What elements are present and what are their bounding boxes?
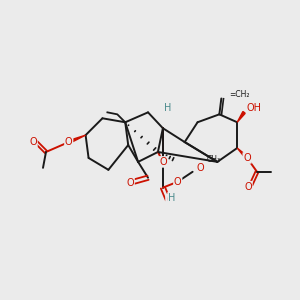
Text: O: O [197,163,204,173]
Text: O: O [126,178,134,188]
Text: =CH₂: =CH₂ [229,90,250,99]
Text: O: O [174,177,182,187]
Text: O: O [29,137,37,147]
Polygon shape [237,148,248,159]
Polygon shape [68,135,86,143]
Text: O: O [243,153,251,163]
Polygon shape [237,112,245,122]
Text: O: O [65,137,73,147]
Text: O: O [166,194,174,205]
Text: H: H [164,103,172,113]
Text: OH: OH [247,103,262,113]
Text: H: H [168,193,176,202]
Text: O: O [159,157,167,167]
Text: O: O [244,182,252,192]
Text: CH₃: CH₃ [206,155,220,164]
